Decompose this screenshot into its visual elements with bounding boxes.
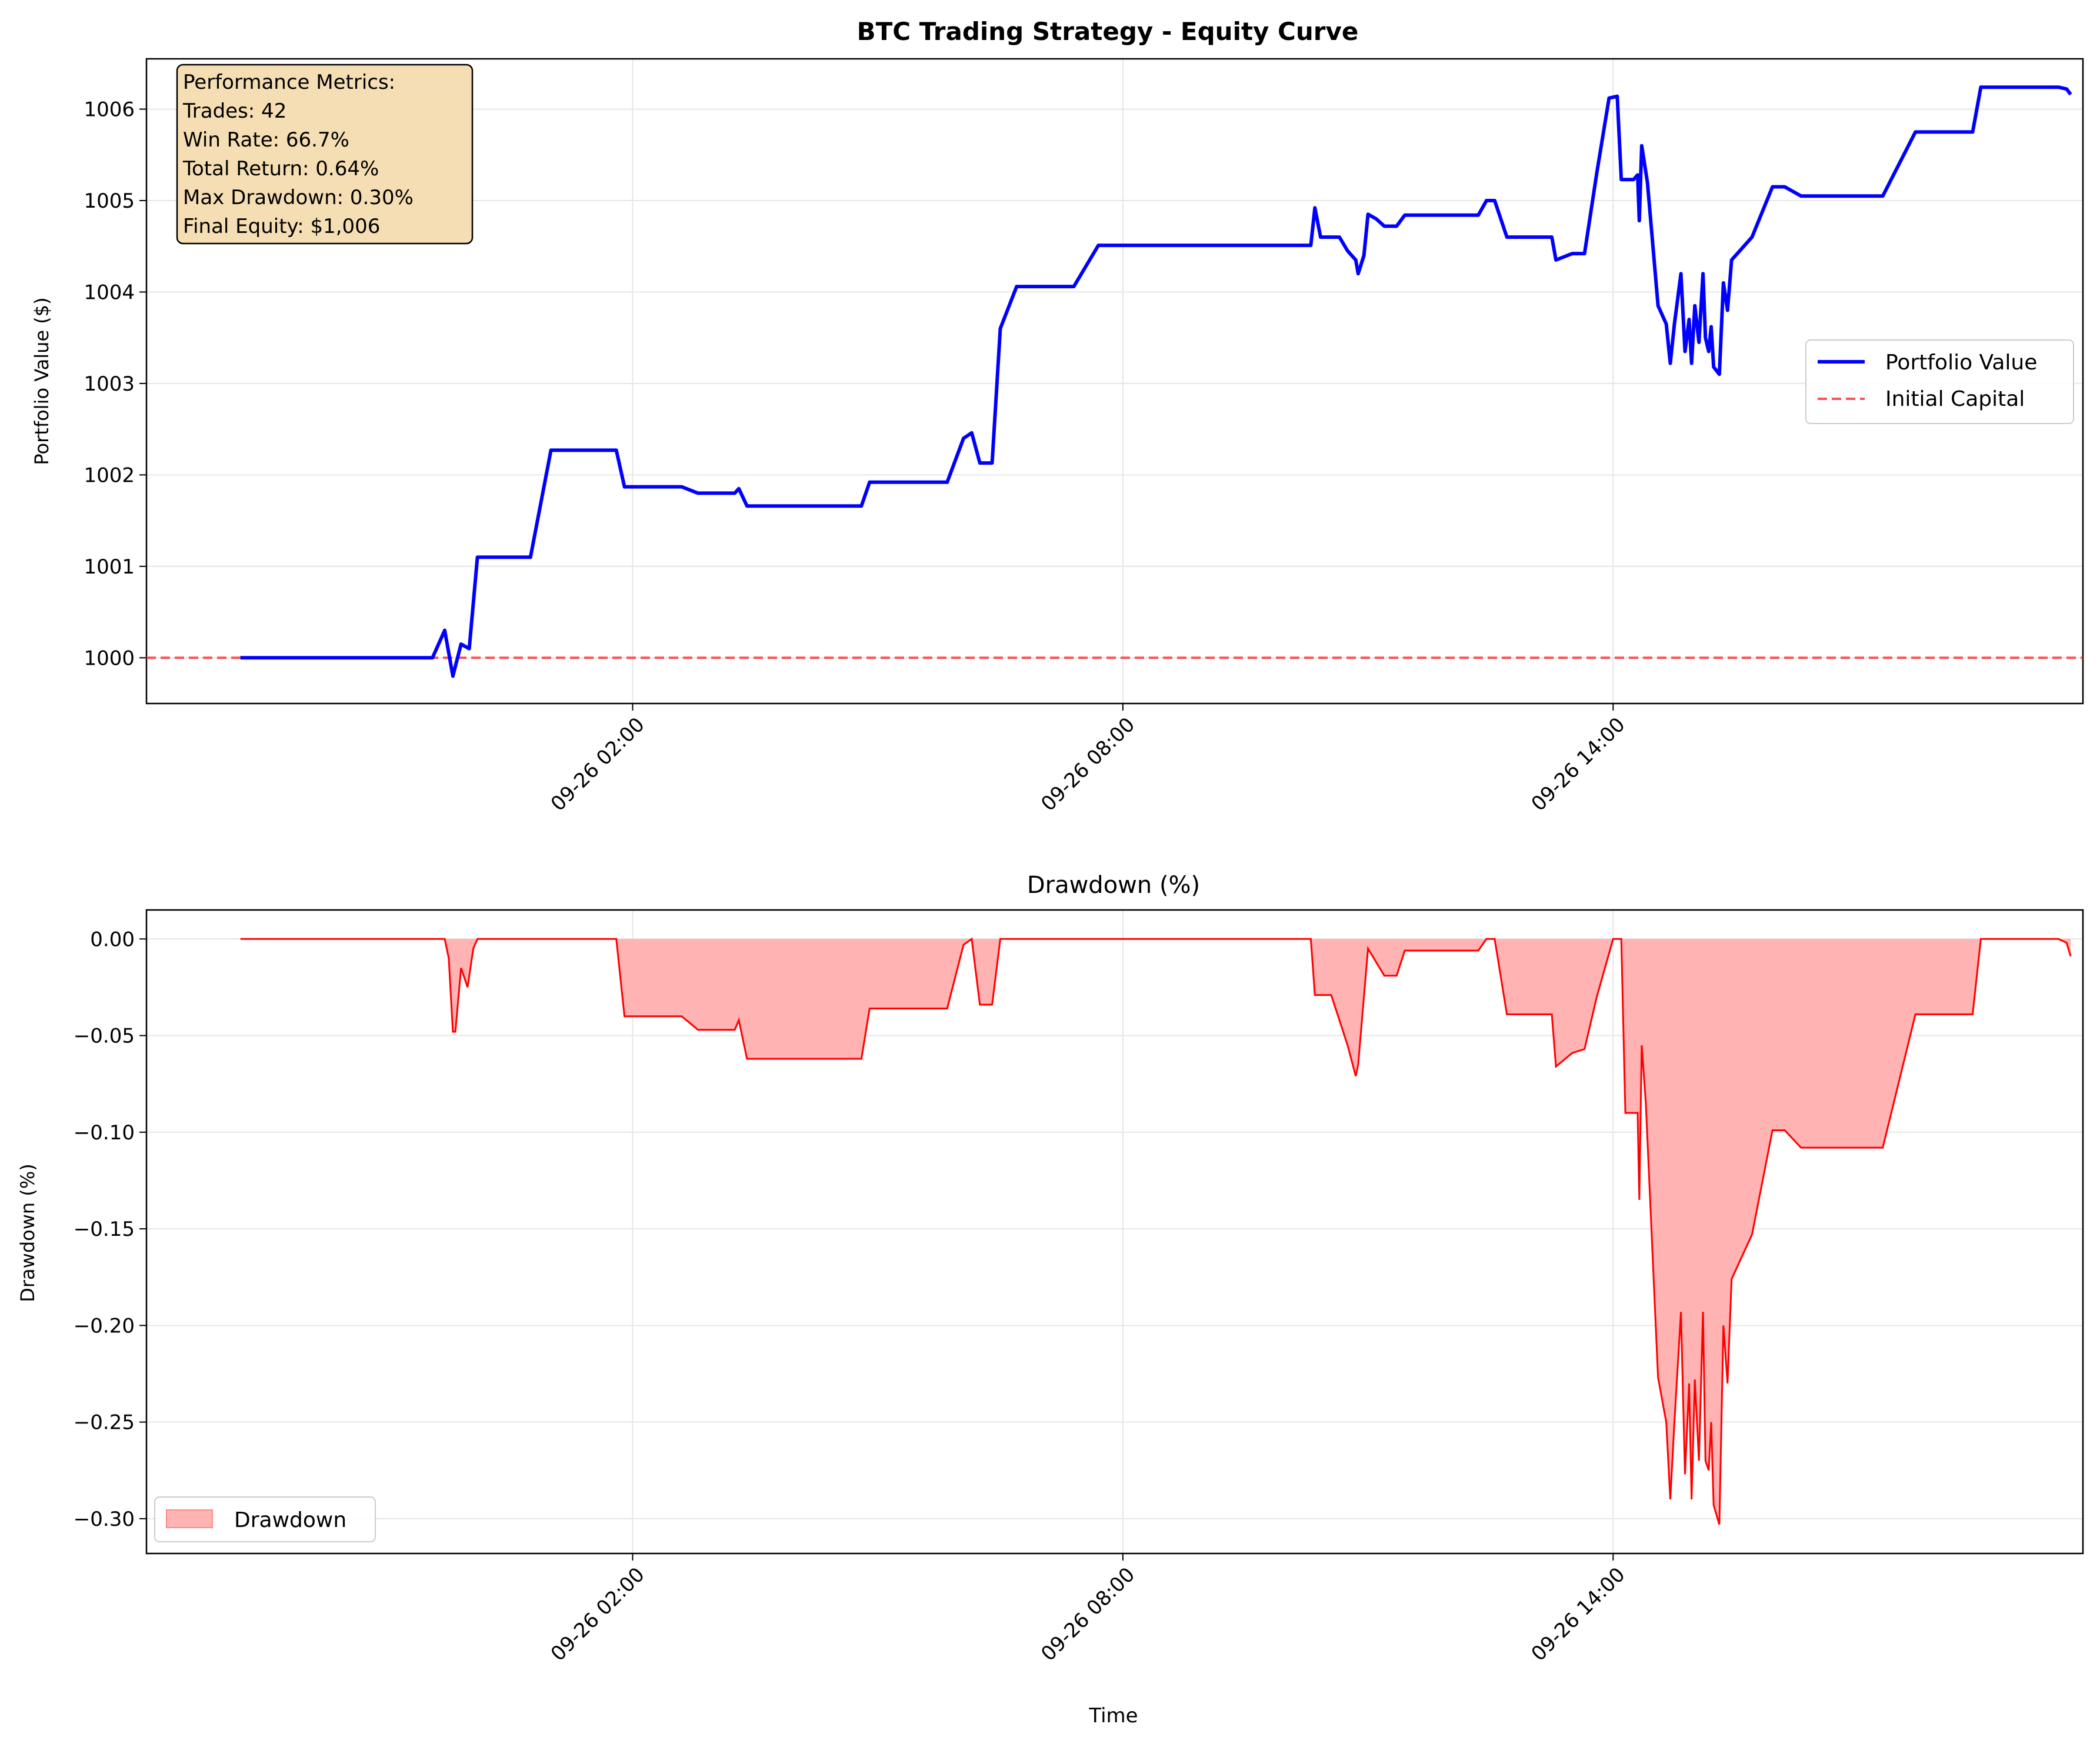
drawdown-legend-frame (154, 1496, 376, 1542)
metrics-line-total-return: Total Return: 0.64% (182, 157, 379, 181)
drawdown-marks (240, 937, 2072, 1525)
drawdown-legend: Drawdown (154, 1496, 376, 1542)
equity-y-axis-label: Portfolio Value ($) (31, 297, 53, 465)
equity-y-tick-label: 1003 (84, 372, 135, 396)
drawdown-y-axis-label: Drawdown (%) (16, 1163, 39, 1302)
equity-y-tick-label: 1001 (84, 555, 135, 579)
equity-y-tick-label: 1005 (84, 189, 135, 213)
metrics-line-win-rate: Win Rate: 66.7% (183, 128, 349, 152)
equity-plot-frame (145, 58, 2084, 705)
drawdown-y-tick-label: 0.00 (90, 928, 135, 951)
legend-drawdown-swatch (166, 1509, 213, 1528)
legend-portfolio-value-label: Portfolio Value (1885, 351, 2037, 375)
equity-legend: Portfolio Value Initial Capital (1805, 339, 2074, 424)
drawdown-y-tick-label: −0.20 (74, 1314, 135, 1338)
drawdown-y-ticks: 0.00 −0.05 −0.10 −0.15 −0.20 −0.25 −0.30 (74, 928, 146, 1531)
portfolio-value-line (240, 85, 2072, 678)
performance-metrics-box: Performance Metrics: Trades: 42 Win Rate… (176, 64, 474, 245)
drawdown-x-axis-label: Time (1088, 1704, 1138, 1728)
equity-chart-title: BTC Trading Strategy - Equity Curve (857, 17, 1359, 46)
drawdown-y-tick-label: −0.25 (74, 1411, 135, 1435)
legend-drawdown-label: Drawdown (234, 1508, 346, 1532)
drawdown-line (240, 937, 2072, 1525)
metrics-line-max-drawdown: Max Drawdown: 0.30% (183, 186, 414, 209)
equity-y-tick-label: 1004 (84, 281, 135, 304)
equity-marks (146, 85, 2083, 678)
legend-initial-capital-label: Initial Capital (1885, 387, 2025, 411)
drawdown-y-tick-label: −0.05 (74, 1025, 135, 1048)
metrics-box-background (176, 64, 474, 245)
equity-y-tick-label: 1002 (84, 464, 135, 487)
metrics-line-final-equity: Final Equity: $1,006 (183, 215, 380, 238)
equity-legend-frame (1805, 339, 2074, 424)
drawdown-gridlines (146, 910, 2083, 1553)
equity-y-ticks: 1000 1001 1002 1003 1004 1005 1006 (84, 98, 146, 670)
equity-y-tick-label: 1000 (84, 646, 135, 670)
metrics-line-trades: Trades: 42 (182, 99, 286, 123)
drawdown-area (240, 939, 2071, 1525)
drawdown-y-tick-label: −0.15 (74, 1218, 135, 1241)
drawdown-y-tick-label: −0.30 (74, 1508, 135, 1531)
drawdown-chart-title: Drawdown (%) (1027, 872, 1200, 899)
metrics-line-heading: Performance Metrics: (183, 71, 395, 94)
equity-y-tick-label: 1006 (84, 98, 135, 122)
drawdown-plot-frame (145, 909, 2084, 1555)
drawdown-y-tick-label: −0.10 (74, 1121, 135, 1145)
equity-chart: BTC Trading Strategy - Equity Curve 1000… (31, 17, 2084, 816)
